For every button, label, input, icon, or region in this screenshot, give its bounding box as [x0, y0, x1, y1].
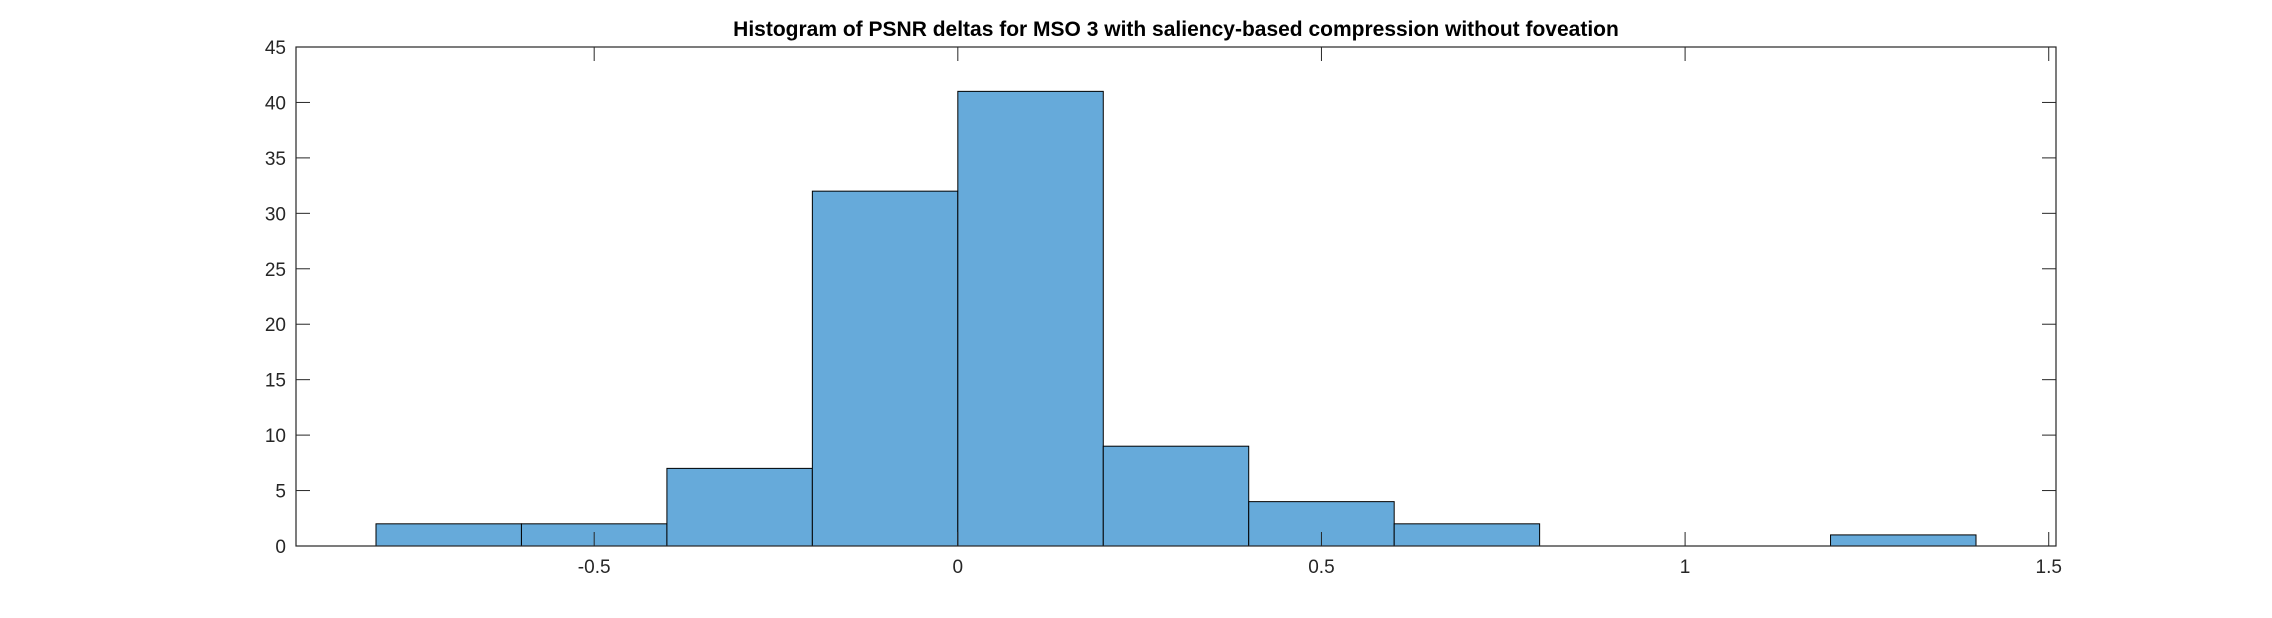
histogram-bar	[1830, 534, 1977, 547]
x-tick-label: 0.5	[1308, 557, 1334, 578]
y-tick-label: 45	[265, 38, 286, 59]
histogram-bar	[1102, 445, 1250, 547]
histogram-bar	[666, 467, 813, 547]
x-tick-label: 1	[1680, 557, 1691, 578]
histogram-bar	[1393, 523, 1541, 547]
x-tick-label: 1.5	[2036, 557, 2062, 578]
x-tick-label: 0	[953, 557, 964, 578]
axes-box	[295, 46, 2057, 547]
y-tick-label: 15	[265, 371, 286, 392]
y-tick-label: 25	[265, 260, 286, 281]
y-tick-label: 0	[275, 537, 286, 558]
y-tick-label: 20	[265, 315, 286, 336]
ticks-group: -0.5 0 0.5 1 1.5 0 5 10 15 20 25 30 35 40 45	[265, 38, 2062, 578]
y-tick-label: 5	[275, 482, 286, 503]
y-tick-label: 10	[265, 426, 286, 447]
x-tick-label: -0.5	[578, 557, 611, 578]
y-tick-label: 35	[265, 149, 286, 170]
y-tick-label: 40	[265, 93, 286, 114]
histogram-bar	[811, 190, 959, 547]
bars-group	[375, 90, 1977, 547]
histogram-bar	[957, 90, 1104, 547]
chart-title: Histogram of PSNR deltas for MSO 3 with …	[733, 18, 1619, 41]
y-tick-label: 30	[265, 204, 286, 225]
histogram-bar	[375, 523, 522, 547]
